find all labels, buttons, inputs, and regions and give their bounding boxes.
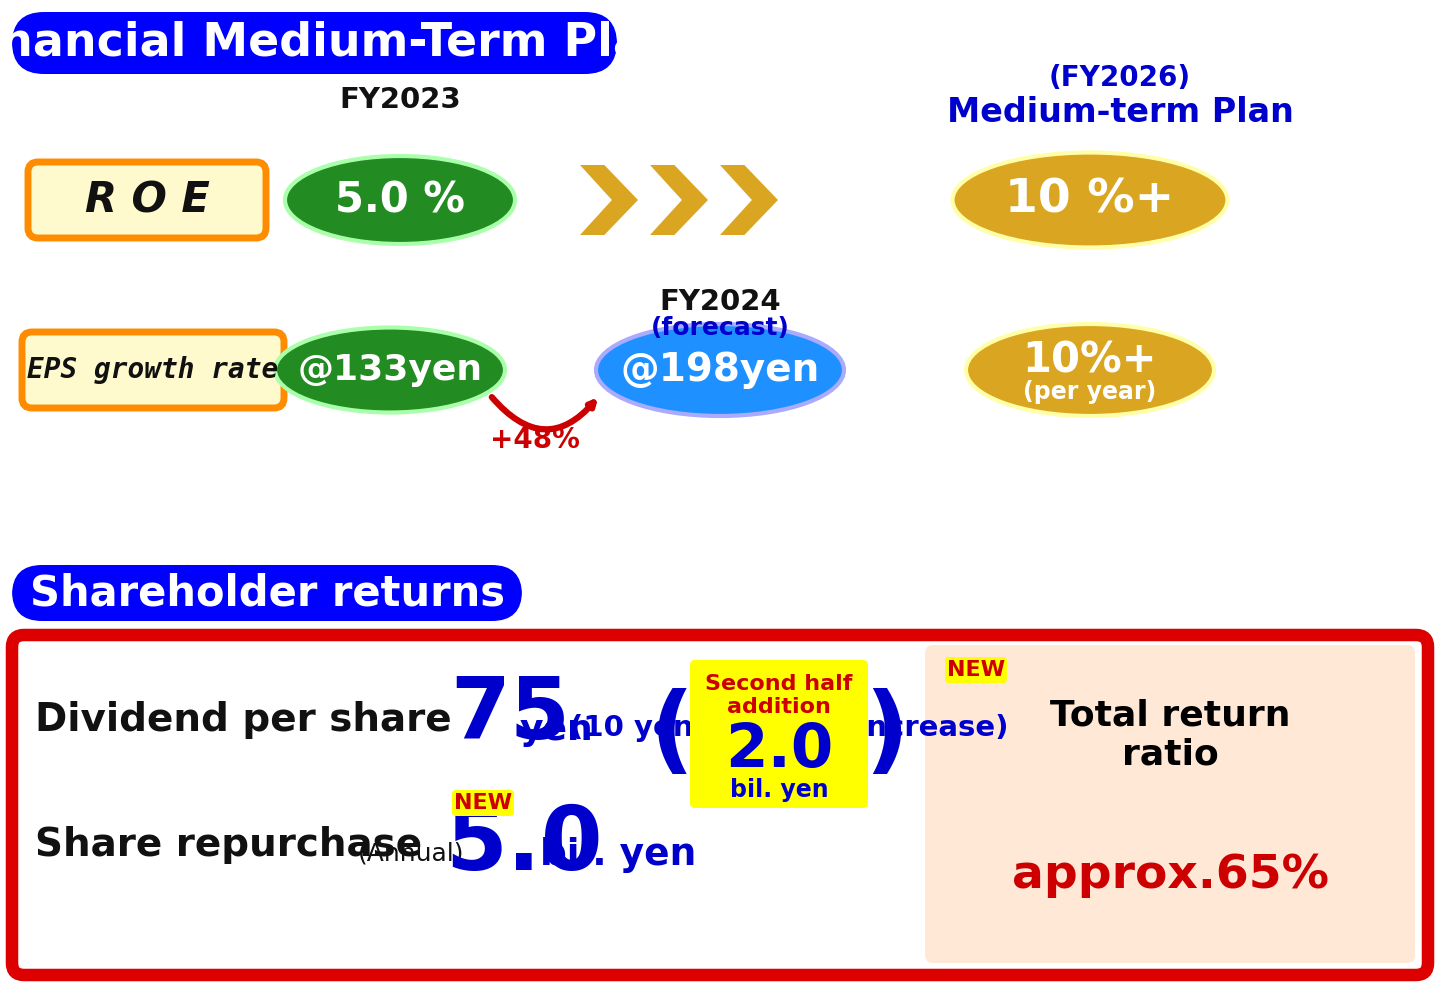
- Text: 10 %+: 10 %+: [1005, 177, 1175, 222]
- Polygon shape: [580, 165, 638, 235]
- Text: (Annual): (Annual): [359, 841, 465, 865]
- Ellipse shape: [966, 324, 1214, 416]
- Text: bil. yen: bil. yen: [540, 837, 697, 873]
- Text: 2.0: 2.0: [724, 720, 834, 780]
- FancyBboxPatch shape: [12, 565, 521, 621]
- FancyBboxPatch shape: [12, 12, 616, 74]
- Ellipse shape: [285, 156, 516, 244]
- FancyBboxPatch shape: [22, 332, 284, 408]
- Text: Shareholder returns: Shareholder returns: [29, 572, 504, 614]
- Text: (: (: [649, 687, 694, 781]
- Text: FY2023: FY2023: [340, 86, 461, 114]
- Ellipse shape: [275, 328, 505, 412]
- FancyBboxPatch shape: [924, 645, 1416, 963]
- Text: EPS growth rate: EPS growth rate: [27, 356, 278, 384]
- Text: approx.65%: approx.65%: [1011, 853, 1329, 897]
- Text: bil. yen: bil. yen: [730, 778, 828, 802]
- Text: Second half
addition: Second half addition: [706, 674, 852, 717]
- Text: Dividend per share: Dividend per share: [35, 701, 452, 739]
- Polygon shape: [649, 165, 708, 235]
- Text: @133yen: @133yen: [298, 353, 482, 387]
- Text: (FY2026): (FY2026): [1048, 64, 1191, 92]
- Text: NEW: NEW: [948, 660, 1005, 680]
- Text: R O E: R O E: [85, 179, 209, 221]
- FancyBboxPatch shape: [690, 660, 868, 808]
- FancyBboxPatch shape: [12, 635, 1428, 975]
- FancyBboxPatch shape: [452, 790, 514, 816]
- Text: Total return
ratio: Total return ratio: [1050, 698, 1290, 772]
- Text: Share repurchase: Share repurchase: [35, 826, 422, 864]
- Text: Medium-term Plan: Medium-term Plan: [946, 96, 1293, 128]
- Text: (per year): (per year): [1024, 380, 1156, 404]
- Text: 5.0: 5.0: [445, 802, 602, 888]
- Ellipse shape: [952, 152, 1227, 247]
- Text: (forecast): (forecast): [651, 316, 789, 340]
- Text: ): ): [864, 687, 909, 781]
- Ellipse shape: [596, 324, 844, 416]
- Text: @198yen: @198yen: [621, 351, 819, 389]
- Text: 75: 75: [449, 673, 570, 757]
- Text: FY2024: FY2024: [660, 288, 780, 316]
- Text: (10 yen dividend increase): (10 yen dividend increase): [570, 714, 1008, 742]
- FancyBboxPatch shape: [27, 162, 266, 238]
- Polygon shape: [720, 165, 778, 235]
- Text: +48%: +48%: [490, 426, 580, 454]
- Text: yen: yen: [520, 713, 593, 747]
- Text: 10%+: 10%+: [1022, 339, 1158, 381]
- Text: 5.0 %: 5.0 %: [336, 179, 465, 221]
- Text: Financial Medium-Term Plan: Financial Medium-Term Plan: [0, 21, 677, 66]
- FancyBboxPatch shape: [945, 657, 1007, 683]
- Text: NEW: NEW: [454, 793, 513, 813]
